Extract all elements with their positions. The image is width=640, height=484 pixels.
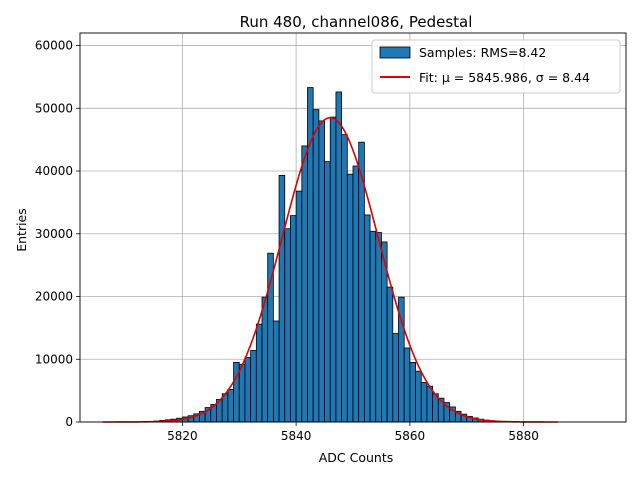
histogram-bar [387, 287, 393, 422]
histogram-bar [353, 166, 359, 422]
legend: Samples: RMS=8.42 Fit: μ = 5845.986, σ =… [372, 40, 620, 93]
histogram-bar [410, 362, 416, 422]
y-tick-label: 50000 [35, 101, 73, 115]
y-tick-label: 60000 [35, 39, 73, 53]
histogram-bar [273, 321, 279, 422]
histogram-bar [251, 350, 257, 422]
x-axis-label: ADC Counts [319, 450, 394, 465]
histogram-bar [228, 389, 234, 422]
chart-title: Run 480, channel086, Pedestal [240, 13, 473, 31]
x-tick-label: 5820 [167, 429, 198, 443]
legend-label-fit: Fit: μ = 5845.986, σ = 8.44 [419, 70, 590, 85]
histogram-bar [421, 382, 427, 422]
y-axis-label: Entries [14, 208, 29, 252]
x-tick-label: 5840 [281, 429, 312, 443]
histogram-bar [416, 371, 422, 422]
histogram-bar [302, 146, 308, 422]
histogram-bar [427, 386, 433, 422]
histogram-bar [262, 297, 268, 422]
histogram-bar [319, 121, 325, 422]
legend-label-samples: Samples: RMS=8.42 [419, 45, 546, 60]
x-tick-label: 5880 [508, 429, 539, 443]
histogram-bar [296, 191, 302, 422]
histogram-bar [313, 110, 319, 422]
histogram-bar [325, 162, 331, 422]
histogram-bar [285, 229, 291, 422]
histogram-bar [330, 117, 336, 422]
histogram-bar [364, 215, 370, 422]
histogram-bar [256, 324, 262, 422]
histogram-bar [290, 216, 296, 422]
x-tick-label: 5860 [395, 429, 426, 443]
histogram-bar [336, 92, 342, 422]
histogram-bar [245, 357, 251, 422]
histogram-bar [347, 174, 353, 422]
histogram-bar [370, 231, 376, 422]
histogram-bar [404, 348, 410, 422]
legend-bar-swatch [380, 47, 410, 58]
histogram-bar [222, 394, 228, 422]
y-tick-label: 40000 [35, 164, 73, 178]
histogram-bar [342, 135, 348, 422]
y-tick-label: 20000 [35, 290, 73, 304]
y-tick-label: 30000 [35, 227, 73, 241]
histogram-bar [239, 364, 245, 422]
histogram-bar [376, 233, 382, 422]
y-tick-label: 0 [65, 415, 73, 429]
histogram-bar [393, 334, 399, 422]
y-tick-label: 10000 [35, 352, 73, 366]
histogram-bar [279, 175, 285, 422]
